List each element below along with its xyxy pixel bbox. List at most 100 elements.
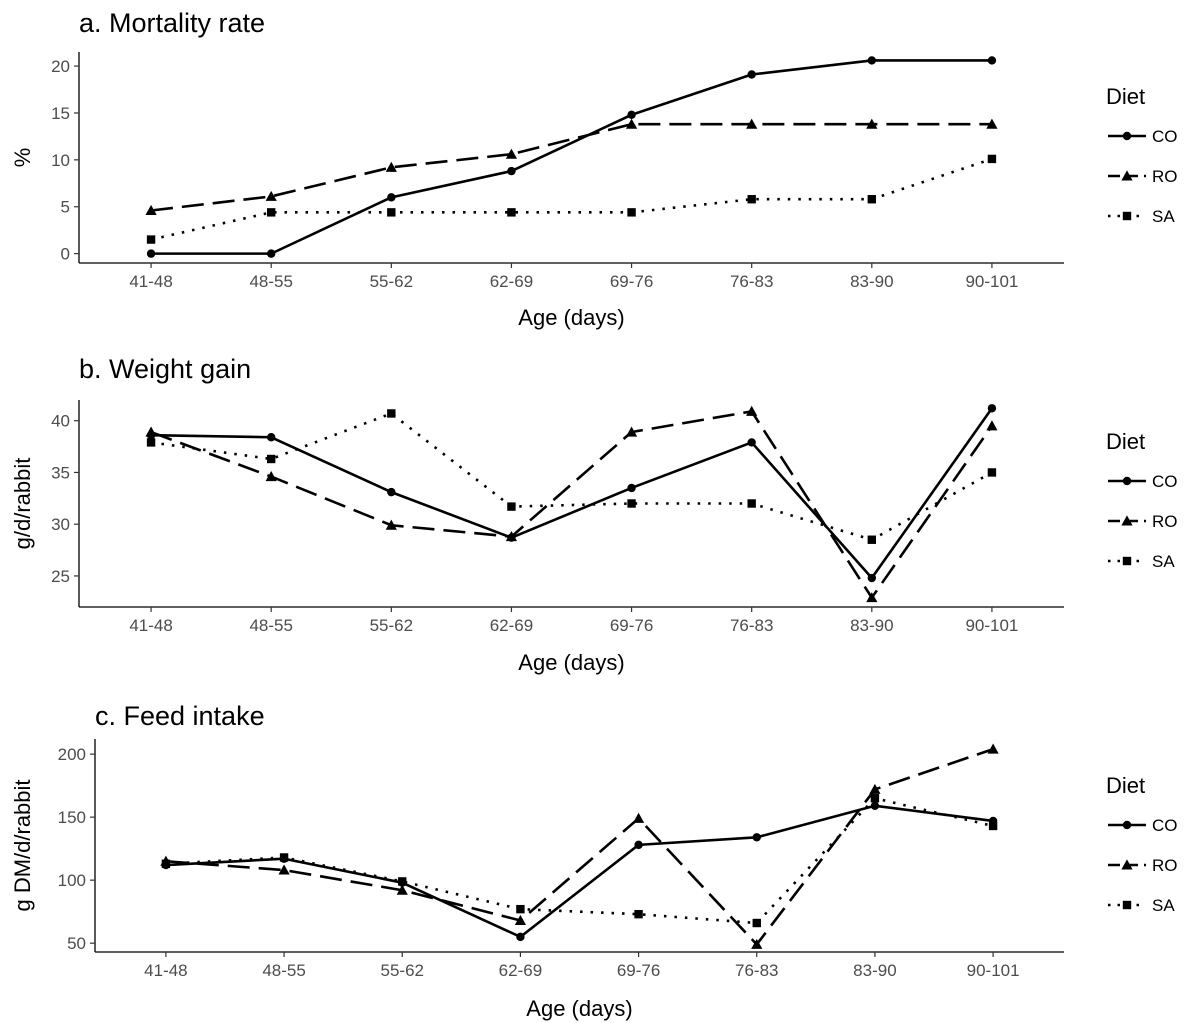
series-ro	[160, 743, 999, 949]
data-point-co	[387, 193, 396, 202]
data-point-sa	[627, 208, 636, 217]
series-ro	[145, 405, 998, 603]
x-tick-label: 83-90	[850, 616, 893, 635]
legend-key-marker	[1122, 820, 1132, 830]
series-line-ro	[150, 410, 993, 599]
data-point-sa	[867, 535, 877, 544]
data-point-sa	[634, 909, 643, 919]
legend-key-marker	[1121, 170, 1133, 181]
y-tick-label: 5	[61, 198, 70, 217]
series-line-sa	[150, 157, 993, 241]
y-tick-label: 25	[51, 567, 70, 586]
data-point-ro	[385, 519, 397, 530]
data-point-sa	[507, 502, 516, 511]
data-point-ro	[505, 531, 518, 542]
data-point-co	[747, 438, 756, 447]
x-tick-label: 55-62	[370, 616, 413, 635]
legend-label: SA	[1152, 552, 1175, 571]
series-co	[146, 56, 997, 258]
data-point-sa	[867, 195, 877, 204]
y-tick-label: 10	[51, 151, 70, 170]
x-tick-label: 48-55	[249, 616, 292, 635]
data-point-ro	[385, 161, 397, 172]
series-line-co	[151, 59, 992, 255]
legend-title: Diet	[1106, 429, 1145, 454]
x-tick-label: 62-69	[499, 961, 542, 980]
x-tick-label: 90-101	[965, 616, 1018, 635]
legend: Diet CO RO SA	[1106, 773, 1178, 915]
series-line-ro	[165, 747, 994, 946]
data-point-sa	[387, 409, 396, 418]
x-tick-label: 69-76	[617, 961, 660, 980]
legend-title: Diet	[1106, 773, 1145, 798]
data-point-ro	[866, 592, 878, 603]
y-tick-label: 15	[51, 104, 70, 123]
x-axis-label: Age (days)	[526, 996, 632, 1021]
x-axis-label: Age (days)	[518, 650, 624, 675]
series-sa	[161, 794, 998, 928]
legend-key-marker	[1122, 556, 1132, 566]
data-point-sa	[747, 195, 756, 204]
panel-title: a. Mortality rate	[79, 8, 265, 38]
data-point-sa	[516, 904, 525, 914]
x-tick-label: 76-83	[730, 272, 773, 291]
data-point-ro	[866, 118, 878, 129]
panel-title: c. Feed intake	[95, 701, 265, 731]
y-tick-label: 50	[67, 934, 86, 953]
data-point-sa	[987, 154, 997, 164]
x-tick-label: 83-90	[853, 961, 896, 980]
x-tick-label: 83-90	[850, 272, 893, 291]
data-point-sa	[987, 468, 997, 477]
y-axis-label: g/d/rabbit	[10, 458, 35, 550]
legend-key-marker	[1122, 476, 1132, 486]
data-point-co	[266, 433, 276, 442]
data-point-co	[747, 70, 756, 79]
data-point-ro	[986, 118, 998, 129]
legend-label: RO	[1152, 856, 1178, 875]
y-tick-label: 200	[58, 745, 86, 764]
series-line-sa	[165, 796, 994, 925]
x-tick-label: 90-101	[967, 961, 1020, 980]
data-point-ro	[986, 420, 998, 431]
data-point-co	[516, 932, 525, 942]
chart-panel-1: a. Mortality rate 0 5 10 15 20 41-48 48-55 55-62…	[10, 8, 1178, 330]
data-point-ro	[869, 783, 881, 794]
panel-title: b. Weight gain	[79, 354, 251, 384]
data-point-co	[987, 56, 997, 65]
legend-key-marker	[1122, 131, 1132, 141]
y-tick-label: 150	[58, 808, 86, 827]
legend-key-marker	[1121, 515, 1133, 526]
x-tick-label: 90-101	[965, 272, 1018, 291]
series-line-sa	[150, 412, 993, 542]
data-point-sa	[146, 438, 156, 447]
data-point-sa	[266, 454, 276, 464]
data-point-co	[146, 249, 156, 258]
x-axis-label: Age (days)	[518, 305, 624, 330]
legend-label: CO	[1152, 816, 1178, 835]
data-point-ro	[751, 938, 763, 949]
series-line-co	[151, 407, 993, 580]
data-point-sa	[870, 794, 880, 803]
y-tick-label: 40	[51, 412, 70, 431]
y-tick-label: 0	[61, 245, 70, 264]
data-point-ro	[625, 118, 638, 129]
data-point-co	[627, 483, 636, 493]
y-tick-label: 30	[51, 515, 70, 534]
data-point-sa	[747, 499, 756, 508]
series-ro	[145, 118, 998, 215]
data-point-sa	[279, 853, 289, 862]
data-point-co	[387, 487, 396, 497]
legend-key-marker	[1122, 211, 1132, 221]
legend-label: SA	[1152, 207, 1175, 226]
legend-key-marker	[1121, 859, 1133, 870]
y-tick-label: 100	[58, 871, 86, 890]
x-tick-label: 62-69	[490, 616, 533, 635]
series-sa	[146, 154, 997, 244]
data-point-sa	[266, 208, 276, 217]
x-tick-label: 48-55	[249, 272, 292, 291]
data-point-co	[627, 110, 636, 120]
data-point-ro	[746, 405, 758, 416]
data-point-ro	[145, 204, 157, 215]
